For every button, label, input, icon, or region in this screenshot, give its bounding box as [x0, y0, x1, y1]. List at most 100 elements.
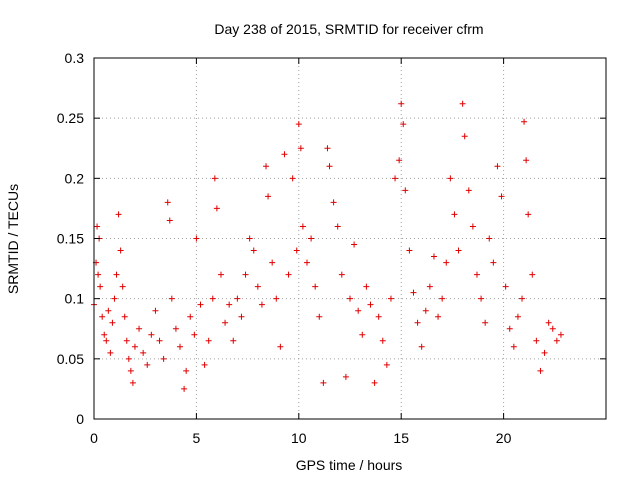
- data-point: [265, 193, 272, 200]
- data-point: [156, 337, 163, 344]
- data-point: [486, 235, 493, 242]
- data-point: [439, 295, 446, 302]
- data-point: [285, 271, 292, 278]
- data-point: [181, 385, 188, 392]
- data-point: [414, 319, 421, 326]
- data-point: [351, 241, 358, 248]
- data-point: [545, 319, 552, 326]
- data-point: [297, 145, 304, 152]
- data-point: [101, 331, 108, 338]
- data-point: [121, 313, 128, 320]
- data-point: [379, 337, 386, 344]
- y-tick-label: 0.3: [65, 50, 85, 66]
- data-point: [461, 133, 468, 140]
- data-point: [367, 301, 374, 308]
- y-tick-labels: 0 0.05 0.1 0.15 0.2 0.25 0.3: [57, 50, 84, 427]
- data-point: [320, 379, 327, 386]
- data-point: [166, 217, 173, 224]
- data-point: [430, 253, 437, 260]
- data-point: [148, 331, 155, 338]
- data-point: [502, 283, 509, 290]
- data-point: [312, 283, 319, 290]
- data-point: [406, 247, 413, 254]
- data-point: [119, 283, 126, 290]
- data-point: [324, 145, 331, 152]
- data-point: [299, 223, 306, 230]
- data-point: [113, 271, 120, 278]
- data-point: [213, 205, 220, 212]
- data-point: [140, 349, 147, 356]
- data-point: [383, 361, 390, 368]
- data-point: [549, 325, 556, 332]
- x-tick-label: 5: [193, 430, 201, 446]
- data-point: [144, 361, 151, 368]
- data-point: [269, 259, 276, 266]
- data-point: [115, 211, 122, 218]
- data-point: [238, 313, 245, 320]
- data-point: [289, 175, 296, 182]
- data-point: [402, 187, 409, 194]
- data-point: [234, 295, 241, 302]
- y-tick-label: 0: [76, 411, 84, 427]
- data-point: [125, 355, 132, 362]
- data-point: [94, 223, 101, 230]
- data-point: [172, 325, 179, 332]
- data-point: [273, 295, 280, 302]
- data-point: [363, 283, 370, 290]
- data-point: [359, 331, 366, 338]
- data-point: [308, 235, 315, 242]
- data-point: [160, 355, 167, 362]
- data-point: [316, 313, 323, 320]
- data-point: [97, 283, 104, 290]
- data-point: [293, 247, 300, 254]
- data-point: [117, 247, 124, 254]
- data-point: [103, 337, 110, 344]
- data-point: [109, 319, 116, 326]
- data-point: [422, 307, 429, 314]
- y-tick-label: 0.1: [65, 291, 85, 307]
- data-point: [478, 295, 485, 302]
- data-point: [342, 373, 349, 380]
- data-point: [211, 175, 218, 182]
- data-point: [533, 337, 540, 344]
- data-point: [131, 343, 138, 350]
- x-tick-label: 0: [90, 430, 98, 446]
- data-point: [355, 307, 362, 314]
- y-tick-label: 0.2: [65, 170, 85, 186]
- data-point: [459, 100, 466, 107]
- data-point: [451, 211, 458, 218]
- data-point: [168, 295, 175, 302]
- data-point: [435, 313, 442, 320]
- x-tick-labels: 0 5 10 15 20: [90, 430, 511, 446]
- data-point: [217, 271, 224, 278]
- data-point: [123, 337, 130, 344]
- data-point: [95, 271, 102, 278]
- data-point: [127, 367, 134, 374]
- data-point: [396, 157, 403, 164]
- data-point: [387, 295, 394, 302]
- data-point: [209, 295, 216, 302]
- x-tick-label: 10: [291, 430, 307, 446]
- data-point: [537, 367, 544, 374]
- data-point: [498, 193, 505, 200]
- data-point: [334, 223, 341, 230]
- data-point: [191, 331, 198, 338]
- data-point: [557, 331, 564, 338]
- data-point: [295, 121, 302, 128]
- data-point: [375, 313, 382, 320]
- data-point: [111, 295, 118, 302]
- data-point: [506, 325, 513, 332]
- data-point: [107, 349, 114, 356]
- x-axis-label: GPS time / hours: [296, 457, 403, 473]
- data-point: [338, 271, 345, 278]
- data-point: [242, 271, 249, 278]
- data-point: [398, 100, 405, 107]
- data-point: [523, 157, 530, 164]
- data-point: [410, 289, 417, 296]
- data-point: [164, 199, 171, 206]
- data-point: [482, 319, 489, 326]
- chart-title: Day 238 of 2015, SRMTID for receiver cfr…: [214, 21, 483, 37]
- data-point: [443, 259, 450, 266]
- data-point: [183, 367, 190, 374]
